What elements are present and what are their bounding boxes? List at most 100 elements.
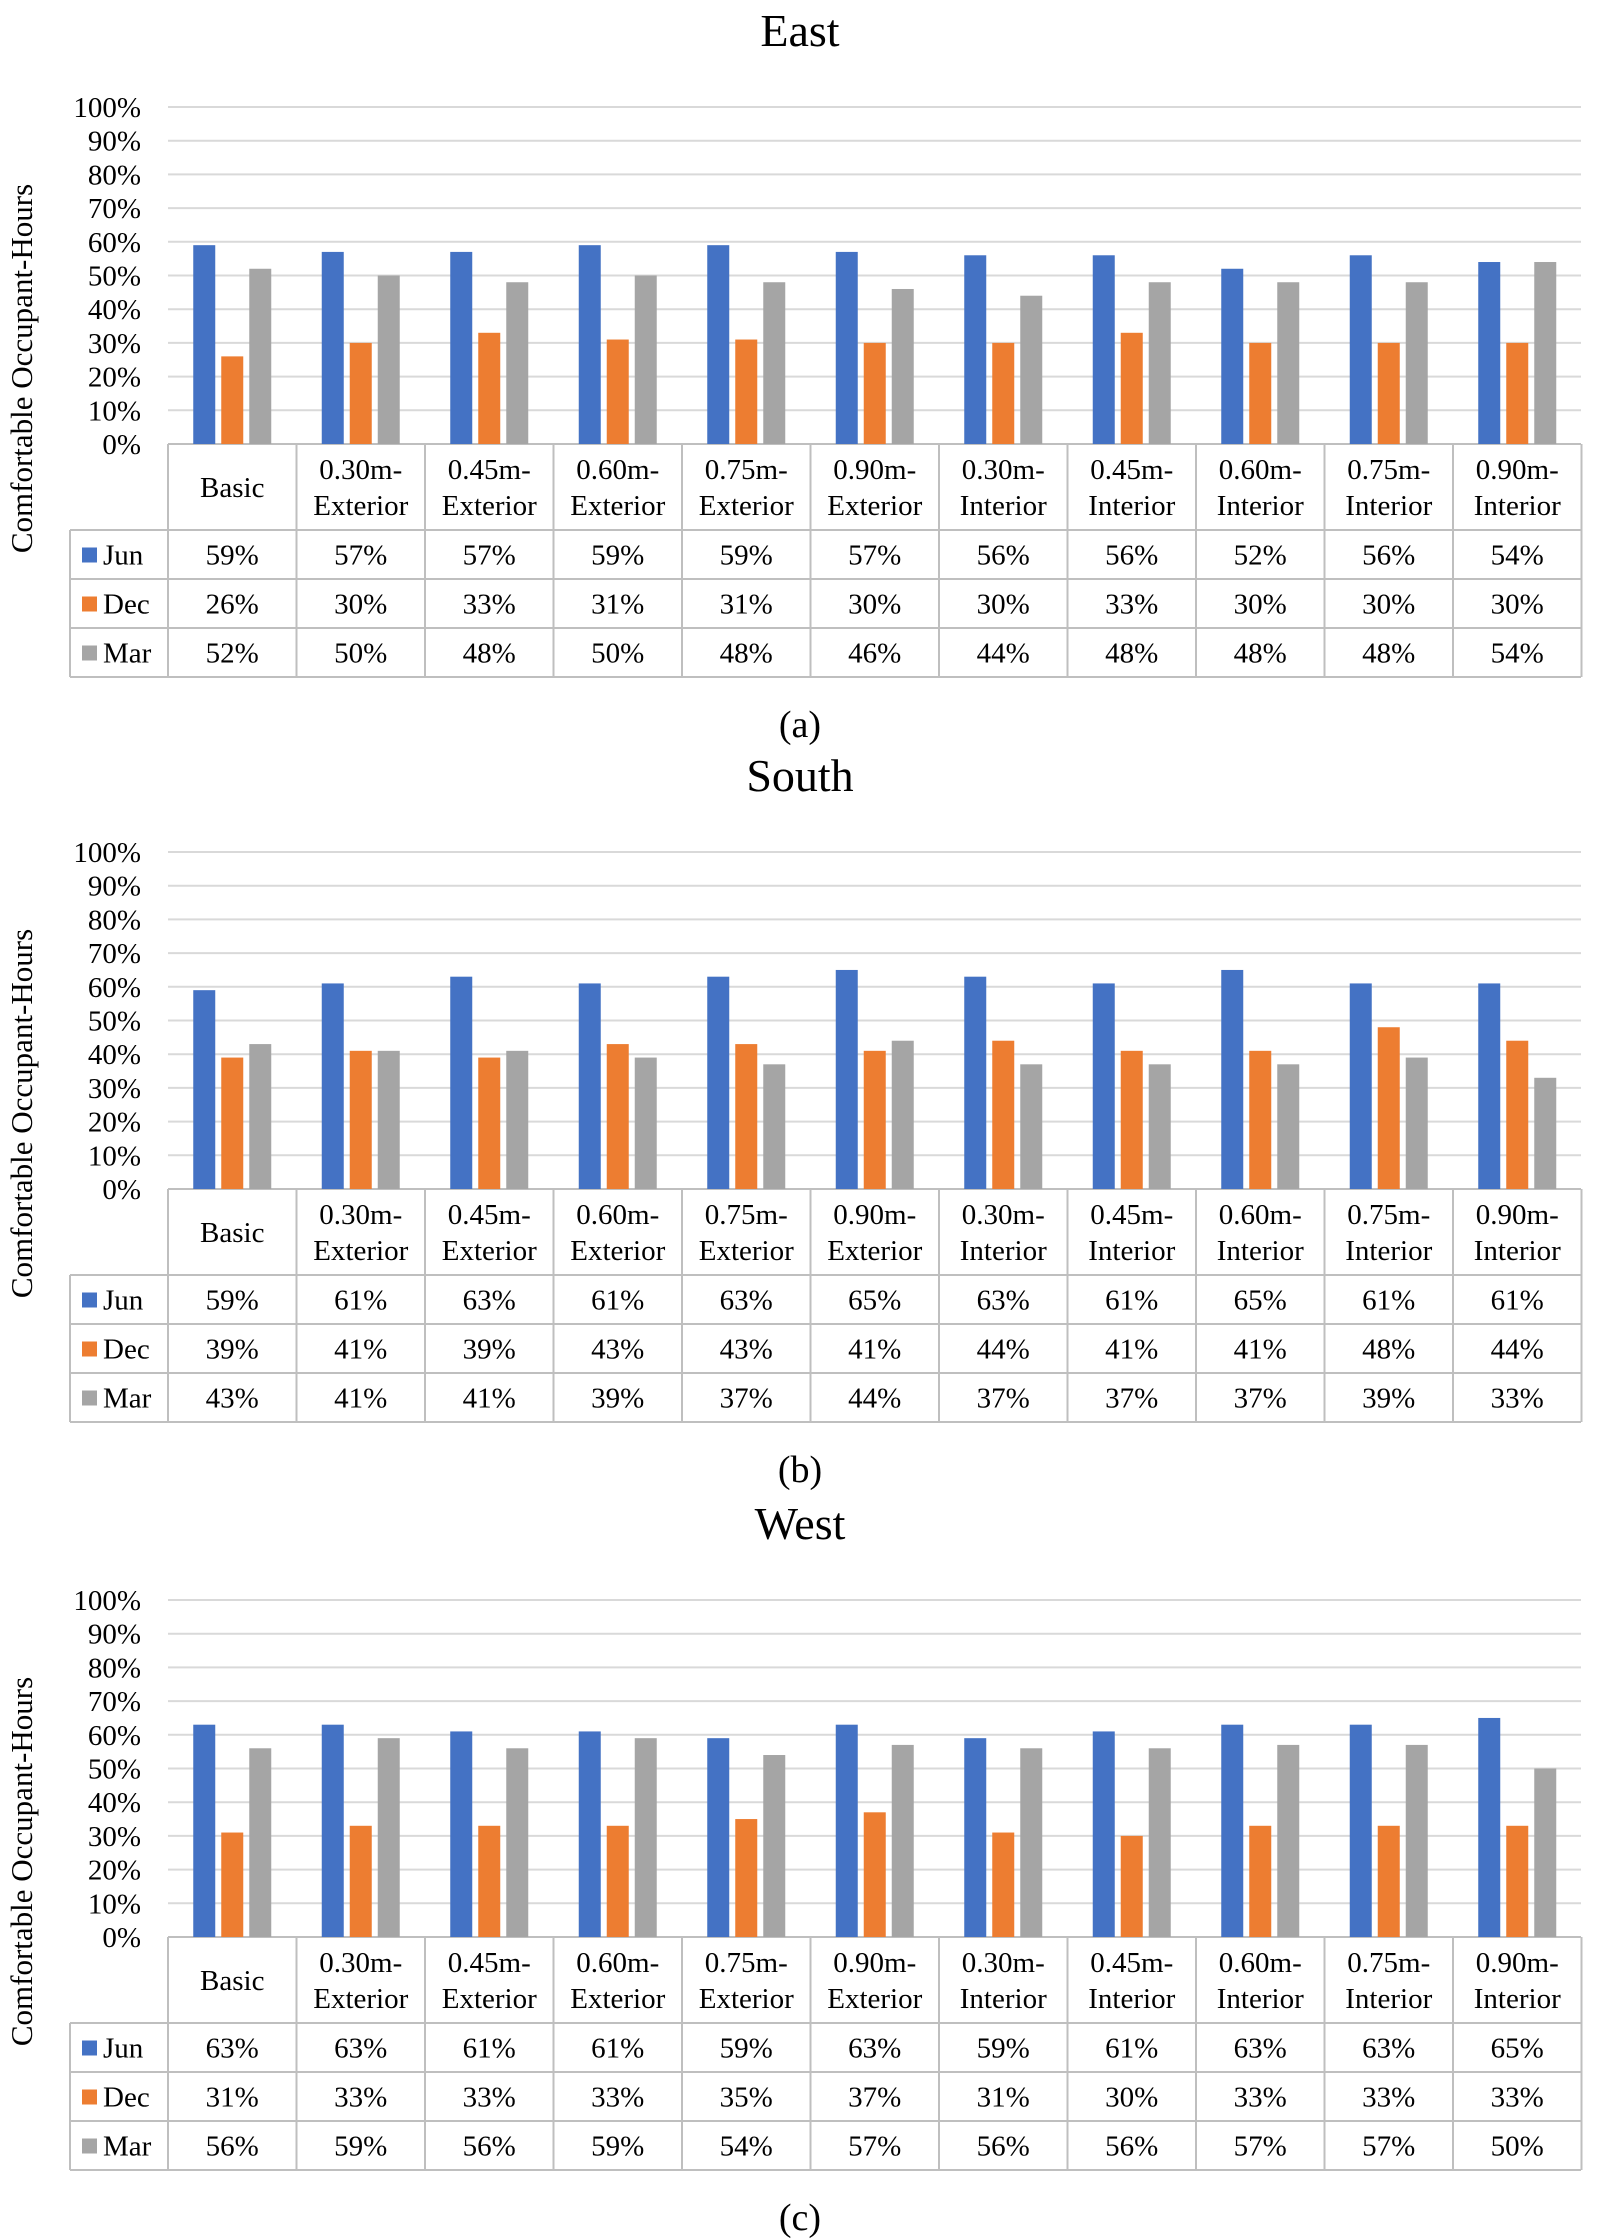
data-label-dec: 33% [1234,2082,1287,2114]
data-label-mar: 37% [1105,1383,1158,1415]
bar-jun [1221,1724,1244,1937]
bar-mar [1534,1768,1557,1937]
y-tick-label: 0% [102,1922,141,1954]
y-tick-label: 80% [88,904,141,936]
chart-title: South [746,750,853,801]
panel-caption: (b) [778,1449,822,1491]
x-category-label: Interior [1345,1235,1432,1267]
data-label-jun: 57% [848,540,901,572]
y-tick-label: 20% [88,1107,141,1139]
bar-jun [450,976,473,1189]
x-category-label: 0.75m- [705,454,788,486]
x-category-label: Exterior [827,1983,922,2015]
data-label-mar: 56% [1105,2131,1158,2163]
y-tick-label: 100% [73,1585,141,1617]
x-category-label: 0.90m- [833,1199,916,1231]
bar-dec [221,1057,244,1189]
bar-mar [506,1050,529,1189]
data-label-jun: 61% [1105,2033,1158,2065]
bar-jun [964,255,987,444]
x-category-label: Interior [1345,1983,1432,2015]
legend-label-mar: Mar [103,638,152,670]
bar-jun [835,251,858,444]
y-tick-label: 50% [88,1006,141,1038]
data-label-mar: 39% [591,1383,644,1415]
bar-mar [1148,282,1171,444]
bar-mar [1277,1064,1300,1189]
bar-dec [1506,342,1529,444]
y-tick-label: 10% [88,1140,141,1172]
x-category-label: 0.60m- [1219,1947,1302,1979]
x-category-label: Interior [1217,1235,1304,1267]
bar-mar [634,275,657,444]
bar-jun [1478,1717,1501,1937]
x-category-label: 0.30m- [319,1199,402,1231]
x-category-label: Exterior [570,1983,665,2015]
bar-dec [863,1812,886,1937]
data-label-dec: 44% [977,1334,1030,1366]
x-category-label: 0.90m- [833,1947,916,1979]
data-label-dec: 30% [334,589,387,621]
data-label-mar: 59% [334,2131,387,2163]
bar-dec [1120,1050,1143,1189]
x-category-label: 0.45m- [448,454,531,486]
bar-jun [1349,983,1372,1189]
data-label-dec: 33% [1105,589,1158,621]
data-label-jun: 56% [1362,540,1415,572]
data-label-dec: 41% [1105,1334,1158,1366]
bar-mar [1148,1064,1171,1189]
data-label-jun: 56% [977,540,1030,572]
x-category-label: Exterior [699,490,794,522]
legend-swatch-mar [82,2138,97,2154]
y-tick-label: 60% [88,227,141,259]
data-label-mar: 50% [334,638,387,670]
data-label-jun: 59% [591,540,644,572]
x-category-label: Interior [1217,1983,1304,2015]
bar-jun [1221,268,1244,444]
bar-mar [1020,1064,1043,1189]
bar-dec [1249,342,1272,444]
data-label-mar: 37% [720,1383,773,1415]
legend-swatch-dec [82,1341,97,1357]
bar-mar [1534,262,1557,444]
bar-dec [1249,1050,1272,1189]
y-tick-label: 90% [88,126,141,158]
bar-jun [1092,983,1115,1189]
data-label-mar: 33% [1491,1383,1544,1415]
data-label-mar: 44% [977,638,1030,670]
bar-dec [1377,1825,1400,1937]
bar-mar [1405,282,1428,444]
bar-jun [321,1724,344,1937]
bar-mar [377,1738,400,1937]
bar-dec [478,1825,501,1937]
data-label-mar: 54% [720,2131,773,2163]
chart-title: West [755,1498,846,1549]
legend-swatch-jun [82,547,97,563]
x-category-label: 0.60m- [576,1947,659,1979]
data-label-dec: 30% [1362,589,1415,621]
bar-mar [1277,282,1300,444]
bar-dec [349,1825,372,1937]
bar-dec [478,1057,501,1189]
data-label-dec: 43% [720,1334,773,1366]
x-category-label: Exterior [570,1235,665,1267]
y-tick-label: 10% [88,395,141,427]
y-tick-label: 60% [88,1720,141,1752]
bar-mar [763,1755,786,1937]
bar-mar [763,282,786,444]
x-category-label: Interior [1088,1235,1175,1267]
bar-mar [1405,1744,1428,1937]
bar-dec [606,1044,629,1189]
data-label-mar: 48% [1105,638,1158,670]
x-category-label: 0.45m- [1090,1947,1173,1979]
bar-jun [835,969,858,1189]
data-label-dec: 33% [1362,2082,1415,2114]
bar-mar [634,1057,657,1189]
data-label-mar: 56% [463,2131,516,2163]
data-label-dec: 30% [848,589,901,621]
y-tick-label: 90% [88,871,141,903]
y-tick-label: 40% [88,294,141,326]
bar-dec [606,1825,629,1937]
y-tick-label: 70% [88,938,141,970]
